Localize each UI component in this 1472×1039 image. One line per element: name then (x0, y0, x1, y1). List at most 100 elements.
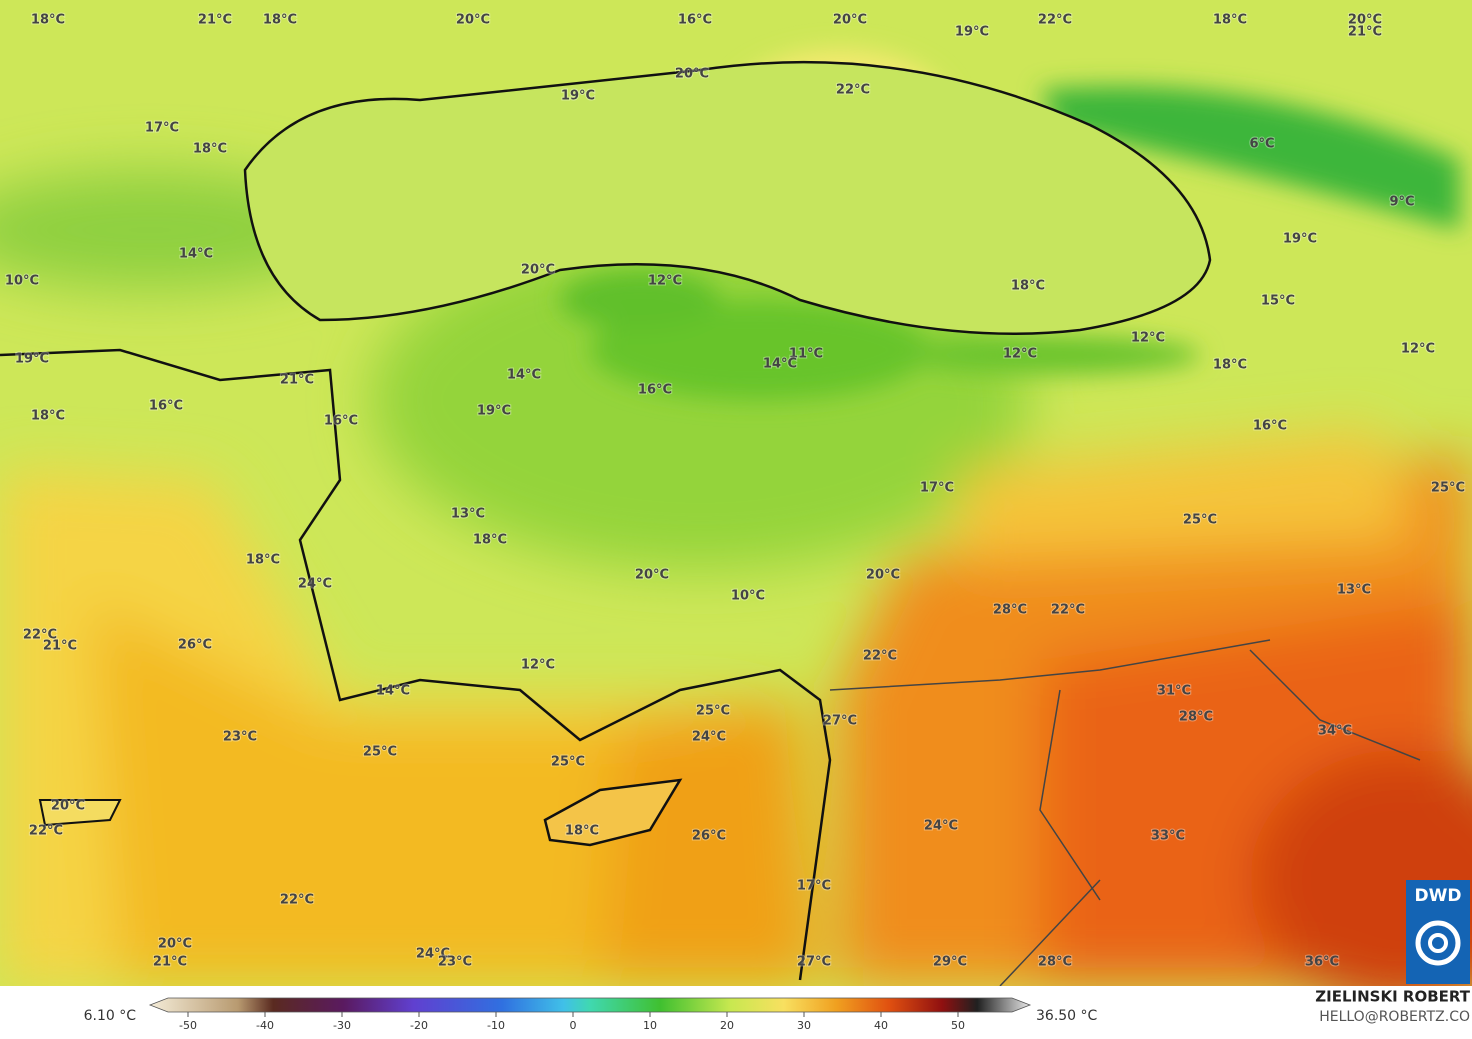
dwd-logo: DWD (1406, 880, 1470, 984)
temperature-label: 22°C (280, 893, 314, 908)
temperature-label: 14°C (179, 247, 213, 262)
temperature-label: 15°C (1261, 294, 1295, 309)
colorbar: 6.10 °C 36.50 °C -50 -40 -30 -20 -10 0 10 20 30 4… (0, 986, 1472, 1035)
temperature-label: 16°C (1253, 419, 1287, 434)
temperature-label: 31°C (1157, 684, 1191, 699)
temperature-label: 33°C (1151, 829, 1185, 844)
temperature-label: 20°C (51, 799, 85, 814)
temperature-label: 24°C (416, 947, 450, 962)
temperature-label: 18°C (1011, 279, 1045, 294)
temperature-label: 22°C (1051, 603, 1085, 618)
temperature-label: 20°C (521, 263, 555, 278)
temperature-label: 16°C (324, 414, 358, 429)
temperature-label: 12°C (1131, 331, 1165, 346)
temperature-label: 14°C (376, 684, 410, 699)
temperature-label: 12°C (648, 274, 682, 289)
temperature-label: 21°C (153, 955, 187, 970)
colorbar-scale (148, 997, 1032, 1013)
temperature-label: 18°C (31, 13, 65, 28)
temperature-label: 20°C (158, 937, 192, 952)
temperature-label: 24°C (692, 730, 726, 745)
temperature-label: 10°C (731, 589, 765, 604)
temperature-label: 18°C (473, 533, 507, 548)
logo-text: DWD (1415, 886, 1462, 906)
temperature-label: 28°C (1038, 955, 1072, 970)
temperature-label: 21°C (43, 639, 77, 654)
temperature-label: 26°C (178, 638, 212, 653)
temperature-label: 18°C (31, 409, 65, 424)
temperature-label: 28°C (1179, 710, 1213, 725)
temperature-label: 18°C (1213, 358, 1247, 373)
credit-author: ZIELINSKI ROBERT (1315, 988, 1470, 1006)
map-background (0, 0, 1472, 1010)
colorbar-tick-label: 20 (720, 1019, 734, 1032)
colorbar-tick-label: 30 (797, 1019, 811, 1032)
temperature-label: 12°C (1401, 342, 1435, 357)
temperature-label: 23°C (223, 730, 257, 745)
temperature-label: 22°C (863, 649, 897, 664)
temperature-label: 12°C (1003, 347, 1037, 362)
colorbar-max: 36.50 °C (1036, 1008, 1098, 1024)
temperature-label: 18°C (263, 13, 297, 28)
colorbar-tick-label: 40 (874, 1019, 888, 1032)
colorbar-min: 6.10 °C (84, 1008, 137, 1024)
temperature-label: 17°C (145, 121, 179, 136)
temperature-label: 20°C (833, 13, 867, 28)
colorbar-tick-label: -30 (333, 1019, 351, 1032)
temperature-label: 25°C (1183, 513, 1217, 528)
temperature-label: 18°C (193, 142, 227, 157)
temperature-label: 25°C (363, 745, 397, 760)
temperature-label: 18°C (565, 824, 599, 839)
temperature-label: 16°C (638, 383, 672, 398)
temperature-label: 25°C (696, 704, 730, 719)
temperature-label: 19°C (561, 89, 595, 104)
temperature-label: 21°C (198, 13, 232, 28)
temperature-label: 22°C (29, 824, 63, 839)
temperature-label: 20°C (456, 13, 490, 28)
temperature-label: 19°C (477, 404, 511, 419)
temperature-label: 19°C (15, 352, 49, 367)
colorbar-tick-label: 0 (570, 1019, 577, 1032)
logo-box (1406, 880, 1470, 984)
temperature-label: 24°C (924, 819, 958, 834)
temperature-label: 10°C (5, 274, 39, 289)
temperature-label: 27°C (797, 955, 831, 970)
temperature-label: 20°C (635, 568, 669, 583)
temperature-label: 19°C (1283, 232, 1317, 247)
temperature-label: 6°C (1249, 137, 1274, 152)
temperature-label: 29°C (933, 955, 967, 970)
temperature-label: 34°C (1318, 724, 1352, 739)
temperature-label: 21°C (280, 373, 314, 388)
temperature-label: 27°C (823, 714, 857, 729)
temperature-label: 16°C (149, 399, 183, 414)
temperature-label: 14°C (507, 368, 541, 383)
temperature-label: 9°C (1389, 195, 1414, 210)
colorbar-tick-label: 50 (951, 1019, 965, 1032)
temperature-label: 25°C (551, 755, 585, 770)
temperature-label: 17°C (920, 481, 954, 496)
logo-swirl (1415, 920, 1461, 966)
temperature-label: 24°C (298, 577, 332, 592)
temperature-label: 18°C (1213, 13, 1247, 28)
colorbar-tick-label: 10 (643, 1019, 657, 1032)
temperature-label: 25°C (1431, 481, 1465, 496)
temperature-labels: 18°C 21°C 18°C 20°C 16°C 20°C 22°C 18°C 20°C 21°C… (4, 12, 1466, 971)
colorbar-ticks: -50 -40 -30 -20 -10 0 10 20 30 40 50 (179, 1012, 965, 1032)
temperature-label: 20°C (866, 568, 900, 583)
credit-contact: HELLO@ROBERTZ.CO (1319, 1009, 1470, 1025)
temperature-label: 22°C (23, 628, 57, 643)
temperature-label: 13°C (451, 507, 485, 522)
temperature-label: 12°C (521, 658, 555, 673)
temperature-label: 11°C (789, 347, 823, 362)
temperature-label: 16°C (678, 13, 712, 28)
temperature-label: 28°C (993, 603, 1027, 618)
colorbar-tick-label: -40 (256, 1019, 274, 1032)
logo-swirl (1428, 933, 1448, 953)
temperature-label: 22°C (1038, 13, 1072, 28)
temperature-label: 23°C (438, 955, 472, 970)
temperature-label: 20°C (675, 67, 709, 82)
colorbar-tick-label: -10 (487, 1019, 505, 1032)
temperature-label: 19°C (955, 25, 989, 40)
temperature-label: 14°C (763, 357, 797, 372)
